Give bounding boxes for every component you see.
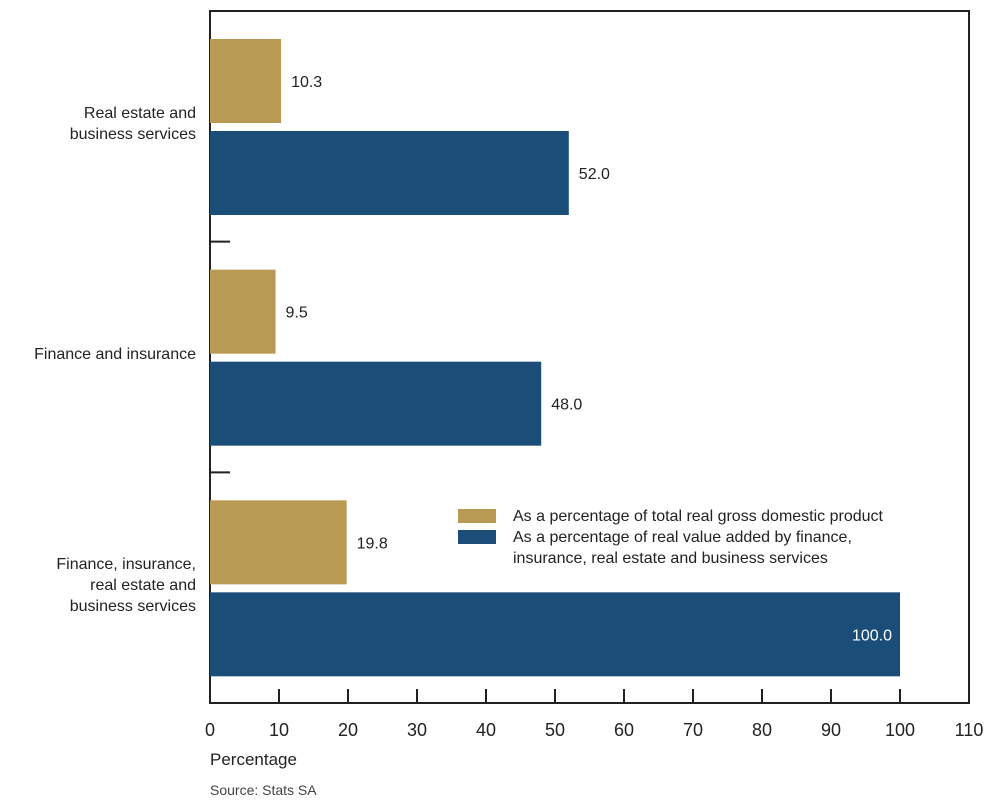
category-label-0: Real estate and business services	[70, 103, 196, 145]
category-label-line: Finance, insurance,	[56, 555, 196, 573]
x-tick-label: 70	[683, 720, 703, 740]
category-label-line: real estate and	[90, 576, 196, 594]
x-tick-label: 20	[338, 720, 358, 740]
category-label-line: Finance and insurance	[34, 346, 196, 364]
category-label-line: Real estate and	[83, 105, 196, 122]
x-tick-label: 80	[752, 720, 772, 740]
x-tick-label: 40	[476, 720, 496, 740]
legend-item-value-added: As a percentage of real value added by f…	[458, 527, 883, 569]
bar-s0-c0	[210, 39, 282, 123]
x-tick-label: 100	[885, 720, 915, 740]
legend-swatch-value-added	[458, 530, 496, 544]
legend-label-gdp: As a percentage of total real gross dome…	[513, 508, 883, 525]
bar-s1-c0	[210, 131, 569, 215]
legend-label-value-added: As a percentage of real value added by f…	[513, 529, 852, 567]
bar-s0-c1	[210, 269, 276, 354]
legend-swatch-gdp	[458, 509, 496, 523]
x-tick-label: 90	[821, 720, 841, 740]
x-tick-label: 10	[269, 720, 289, 740]
plot-frame	[209, 10, 970, 704]
legend-item-gdp: As a percentage of total real gross dome…	[458, 506, 883, 527]
category-label-line: business services	[69, 126, 196, 143]
data-label-s1-c0: 52.0	[579, 166, 610, 183]
x-tick-label: 110	[955, 720, 984, 740]
data-label-s0-c0: 10.3	[291, 74, 322, 91]
legend: As a percentage of total real gross dome…	[458, 506, 883, 569]
data-label-s0-c1: 9.5	[286, 305, 308, 322]
source-note: Source: Stats SA	[210, 782, 317, 798]
x-tick-label: 0	[205, 720, 215, 740]
x-tick-label: 50	[545, 720, 565, 740]
bar-s1-c2	[210, 592, 900, 677]
category-label-line: business services	[69, 597, 196, 615]
category-label-2: Finance, insurance, real estate and busine…	[56, 554, 196, 617]
data-label-s1-c2: 100.0	[852, 627, 892, 644]
x-tick-label: 30	[407, 720, 427, 740]
data-label-s0-c2: 19.8	[357, 535, 388, 552]
x-tick-label: 60	[614, 720, 634, 740]
bar-s1-c1	[210, 361, 542, 446]
data-label-s1-c1: 48.0	[551, 397, 582, 414]
category-label-1: Finance and insurance	[34, 344, 196, 365]
x-axis-label: Percentage	[210, 750, 297, 769]
bar-s0-c2	[210, 500, 347, 585]
